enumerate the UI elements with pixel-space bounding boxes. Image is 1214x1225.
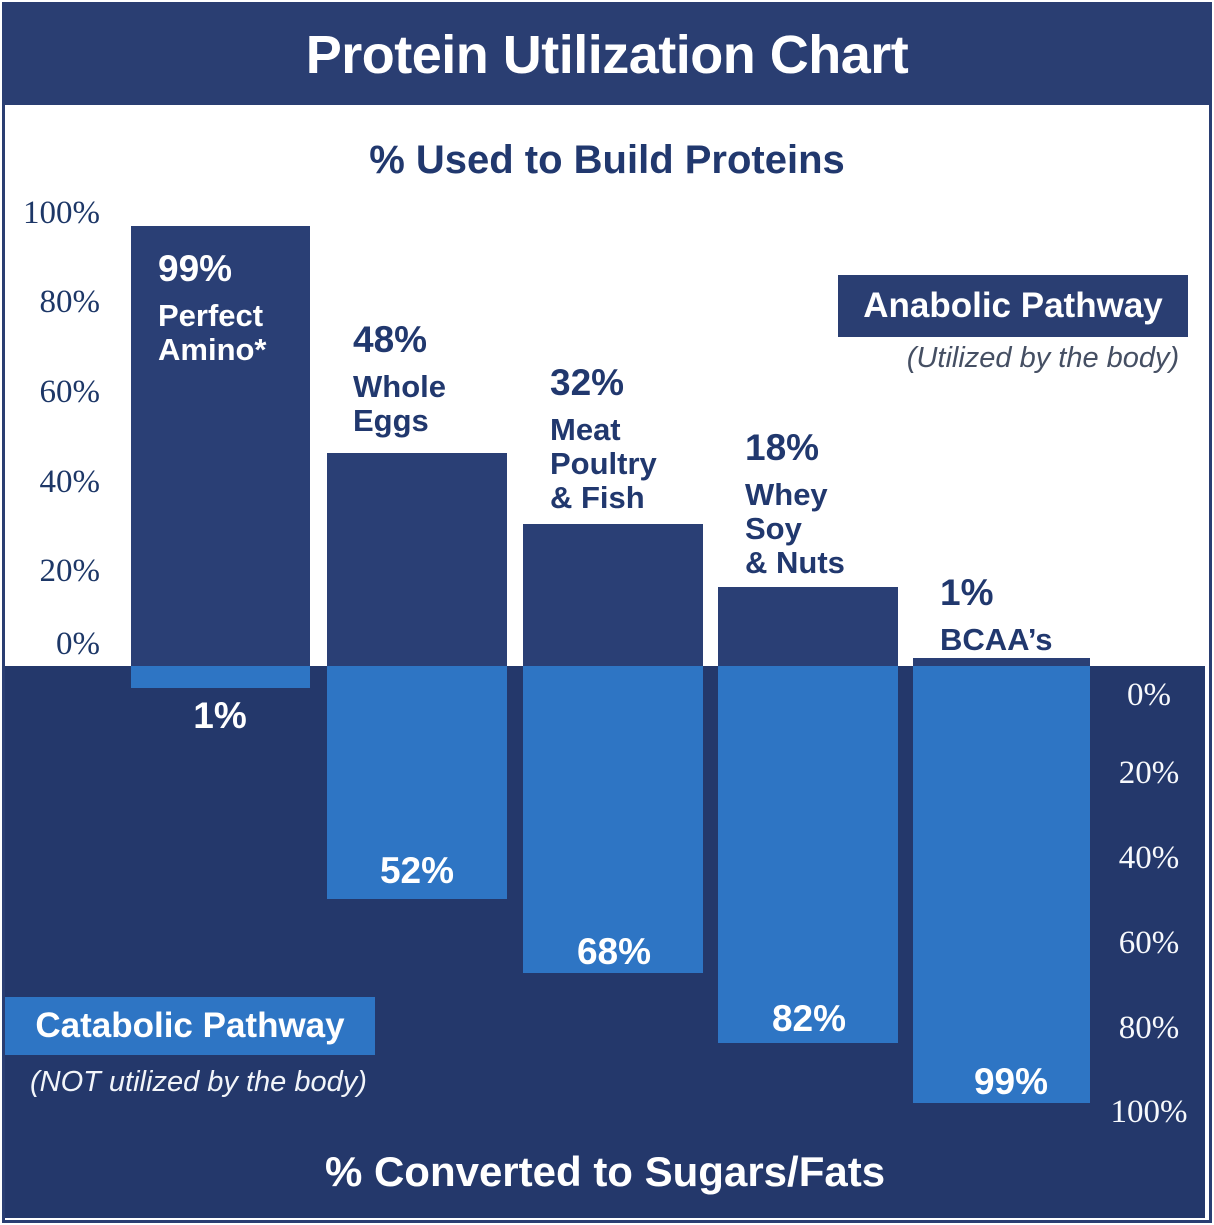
bar-catabolic-perfect-amino <box>131 666 310 688</box>
right-axis-tick-0: 0% <box>1127 677 1171 713</box>
bar-catabolic-whole-eggs <box>327 666 507 899</box>
category-line: Poultry <box>550 446 657 481</box>
anabolic-pathway-legend: Anabolic Pathway <box>838 275 1188 337</box>
catabolic-axis-title: % Converted to Sugars/Fats <box>324 1148 886 1195</box>
anabolic-value: 99% <box>158 248 233 289</box>
category-line: Meat <box>550 412 621 447</box>
left-axis-tick-20: 20% <box>39 553 101 589</box>
bar-anabolic-perfect-amino <box>131 226 310 666</box>
label-block-whey-soy-nuts: 18% Whey Soy & Nuts <box>745 428 845 580</box>
left-axis-tick-100: 100% <box>23 195 100 231</box>
category-line: Soy <box>745 511 802 546</box>
bar-catabolic-bcaas <box>913 666 1090 1103</box>
category-line: Whole <box>353 369 446 404</box>
right-axis-tick-80: 80% <box>1118 1010 1180 1046</box>
label-block-meat-poultry-fish: 32% Meat Poultry & Fish <box>550 363 657 515</box>
bar-catabolic-meat-poultry-fish <box>523 666 703 973</box>
left-axis-tick-80: 80% <box>39 284 101 320</box>
catabolic-value-meat-poultry-fish: 68% <box>576 931 652 972</box>
catabolic-pathway-legend: Catabolic Pathway <box>5 997 375 1055</box>
anabolic-pathway-label: Anabolic Pathway <box>863 286 1163 325</box>
bar-anabolic-meat-poultry-fish <box>523 524 703 666</box>
anabolic-value: 32% <box>550 362 625 403</box>
anabolic-value: 1% <box>940 572 994 613</box>
anabolic-pathway-note: (Utilized by the body) <box>906 342 1180 374</box>
bar-anabolic-whey-soy-nuts <box>718 587 898 666</box>
anabolic-value: 48% <box>353 319 428 360</box>
left-axis-tick-0: 0% <box>56 626 100 662</box>
category-line: Whey <box>745 477 828 512</box>
category-line: & Fish <box>550 480 645 515</box>
label-block-perfect-amino: 99% Perfect Amino* <box>158 249 267 367</box>
right-axis-tick-20: 20% <box>1118 755 1180 791</box>
catabolic-value-bcaas: 99% <box>973 1061 1049 1102</box>
catabolic-pathway-label: Catabolic Pathway <box>35 1006 345 1045</box>
left-axis-tick-60: 60% <box>39 374 101 410</box>
category-line: Perfect <box>158 298 264 333</box>
label-block-bcaas: 1% BCAA’s <box>940 573 1053 657</box>
header-banner: Protein Utilization Chart <box>5 5 1209 105</box>
category-line: Eggs <box>353 403 429 438</box>
catabolic-value-whey-soy-nuts: 82% <box>771 998 847 1039</box>
catabolic-pathway-note: (NOT utilized by the body) <box>30 1066 367 1098</box>
bar-catabolic-whey-soy-nuts <box>718 666 898 1043</box>
left-axis-tick-40: 40% <box>39 464 101 500</box>
right-axis-tick-100: 100% <box>1110 1094 1188 1130</box>
anabolic-value: 18% <box>745 427 820 468</box>
anabolic-axis-title: % Used to Build Proteins <box>369 138 845 182</box>
bar-anabolic-bcaas <box>913 658 1090 666</box>
right-axis-tick-60: 60% <box>1118 925 1180 961</box>
catabolic-value-whole-eggs: 52% <box>379 850 455 891</box>
catabolic-value-perfect-amino: 1% <box>193 695 247 736</box>
category-line: Amino* <box>158 332 267 367</box>
label-block-whole-eggs: 48% Whole Eggs <box>353 320 446 438</box>
bar-anabolic-whole-eggs <box>327 453 507 666</box>
category-line: BCAA’s <box>940 622 1053 657</box>
page-title: Protein Utilization Chart <box>305 25 909 85</box>
category-line: & Nuts <box>745 545 845 580</box>
right-axis-tick-40: 40% <box>1118 840 1180 876</box>
